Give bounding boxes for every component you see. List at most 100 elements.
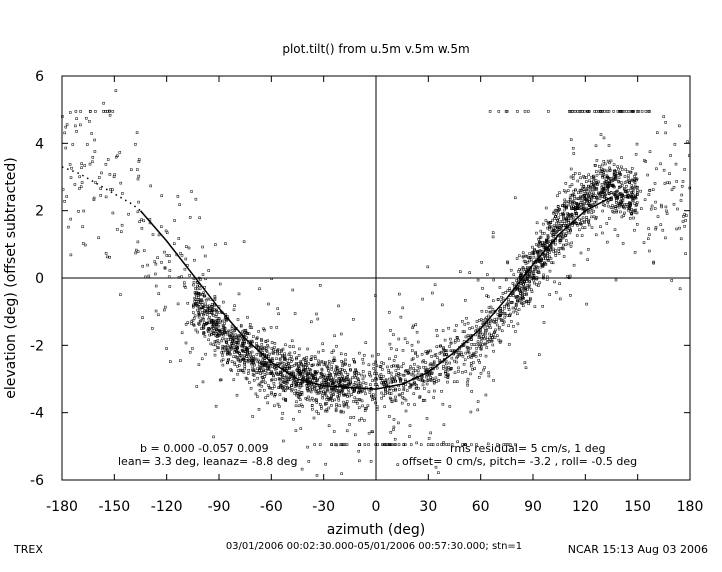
scatter-point bbox=[566, 274, 569, 278]
scatter-point bbox=[592, 179, 595, 183]
scatter-point bbox=[577, 191, 580, 194]
scatter-point bbox=[392, 425, 396, 429]
scatter-point bbox=[475, 443, 478, 446]
scatter-point bbox=[605, 110, 609, 113]
scatter-point bbox=[184, 257, 188, 261]
scatter-point bbox=[363, 443, 367, 446]
scatter-point bbox=[598, 194, 602, 197]
scatter-point bbox=[480, 309, 484, 313]
scatter-point bbox=[368, 370, 372, 374]
scatter-point bbox=[548, 225, 551, 229]
scatter-point bbox=[264, 349, 268, 352]
scatter-point bbox=[509, 268, 513, 272]
scatter-point bbox=[552, 229, 555, 233]
scatter-point bbox=[108, 110, 111, 113]
scatter-point bbox=[163, 308, 166, 312]
scatter-point bbox=[321, 349, 325, 352]
scatter-point bbox=[466, 350, 470, 354]
scatter-point bbox=[223, 322, 226, 325]
scatter-point bbox=[488, 110, 492, 113]
scatter-point bbox=[446, 375, 450, 379]
scatter-point bbox=[431, 443, 435, 446]
scatter-point bbox=[556, 218, 559, 222]
scatter-point bbox=[453, 359, 456, 363]
scatter-point bbox=[680, 193, 683, 197]
scatter-point bbox=[169, 360, 172, 363]
scatter-point bbox=[282, 387, 286, 391]
scatter-point bbox=[248, 326, 252, 329]
scatter-point bbox=[531, 272, 535, 276]
scatter-point bbox=[369, 374, 372, 378]
scatter-point bbox=[669, 154, 672, 157]
scatter-point bbox=[457, 366, 460, 370]
scatter-point bbox=[322, 390, 325, 393]
scatter-point bbox=[522, 259, 526, 263]
scatter-point bbox=[327, 369, 330, 373]
scatter-point bbox=[314, 398, 318, 401]
scatter-point bbox=[111, 110, 115, 113]
scatter-point bbox=[610, 198, 613, 201]
scatter-point bbox=[629, 201, 632, 205]
scatter-point bbox=[493, 330, 497, 334]
scatter-point bbox=[406, 372, 410, 375]
scatter-point bbox=[196, 330, 199, 334]
scatter-point bbox=[576, 223, 579, 227]
scatter-point bbox=[210, 308, 214, 312]
scatter-point bbox=[388, 377, 391, 381]
scatter-point bbox=[444, 349, 448, 352]
scatter-point bbox=[214, 315, 218, 319]
scatter-point bbox=[193, 314, 197, 318]
scatter-point bbox=[168, 269, 172, 272]
scatter-point bbox=[611, 183, 615, 187]
scatter-point bbox=[540, 264, 544, 267]
scatter-point bbox=[239, 359, 243, 362]
scatter-point bbox=[335, 344, 338, 348]
scatter-point bbox=[548, 293, 551, 296]
scatter-point bbox=[299, 361, 302, 364]
scatter-point bbox=[631, 199, 635, 202]
scatter-point bbox=[201, 245, 204, 249]
scatter-point bbox=[527, 285, 531, 288]
scatter-point bbox=[315, 391, 319, 395]
scatter-point bbox=[270, 378, 273, 382]
scatter-point bbox=[334, 374, 337, 378]
scatter-point bbox=[290, 388, 294, 391]
scatter-point bbox=[461, 371, 464, 374]
scatter-point bbox=[487, 314, 490, 318]
scatter-point bbox=[330, 351, 334, 354]
scatter-point bbox=[237, 292, 241, 296]
scatter-point bbox=[535, 265, 538, 268]
scatter-point bbox=[81, 242, 85, 245]
scatter-point bbox=[157, 233, 161, 237]
scatter-point bbox=[590, 211, 593, 215]
scatter-point bbox=[450, 356, 454, 360]
scatter-point bbox=[568, 200, 572, 204]
scatter-point bbox=[520, 296, 524, 300]
scatter-point bbox=[683, 225, 686, 228]
scatter-point bbox=[524, 254, 528, 258]
scatter-point bbox=[388, 415, 391, 418]
scatter-point bbox=[298, 373, 302, 376]
scatter-point bbox=[352, 416, 356, 419]
scatter-point bbox=[644, 110, 648, 113]
scatter-point bbox=[522, 278, 526, 282]
scatter-point bbox=[215, 313, 218, 316]
scatter-point bbox=[445, 443, 448, 446]
scatter-point bbox=[250, 326, 254, 329]
scatter-point bbox=[270, 341, 274, 344]
scatter-point bbox=[653, 207, 657, 210]
scatter-point bbox=[286, 380, 289, 384]
scatter-point bbox=[594, 233, 598, 237]
scatter-point bbox=[664, 236, 667, 240]
scatter-point bbox=[624, 190, 628, 193]
scatter-point bbox=[636, 192, 639, 196]
scatter-point bbox=[157, 313, 160, 317]
scatter-point bbox=[202, 313, 205, 317]
scatter-point bbox=[580, 234, 584, 237]
y-tick-label: -2 bbox=[30, 338, 44, 354]
scatter-point bbox=[399, 380, 402, 383]
scatter-point bbox=[290, 389, 293, 393]
scatter-point bbox=[404, 443, 407, 446]
scatter-point bbox=[616, 172, 619, 175]
scatter-point bbox=[626, 208, 630, 212]
